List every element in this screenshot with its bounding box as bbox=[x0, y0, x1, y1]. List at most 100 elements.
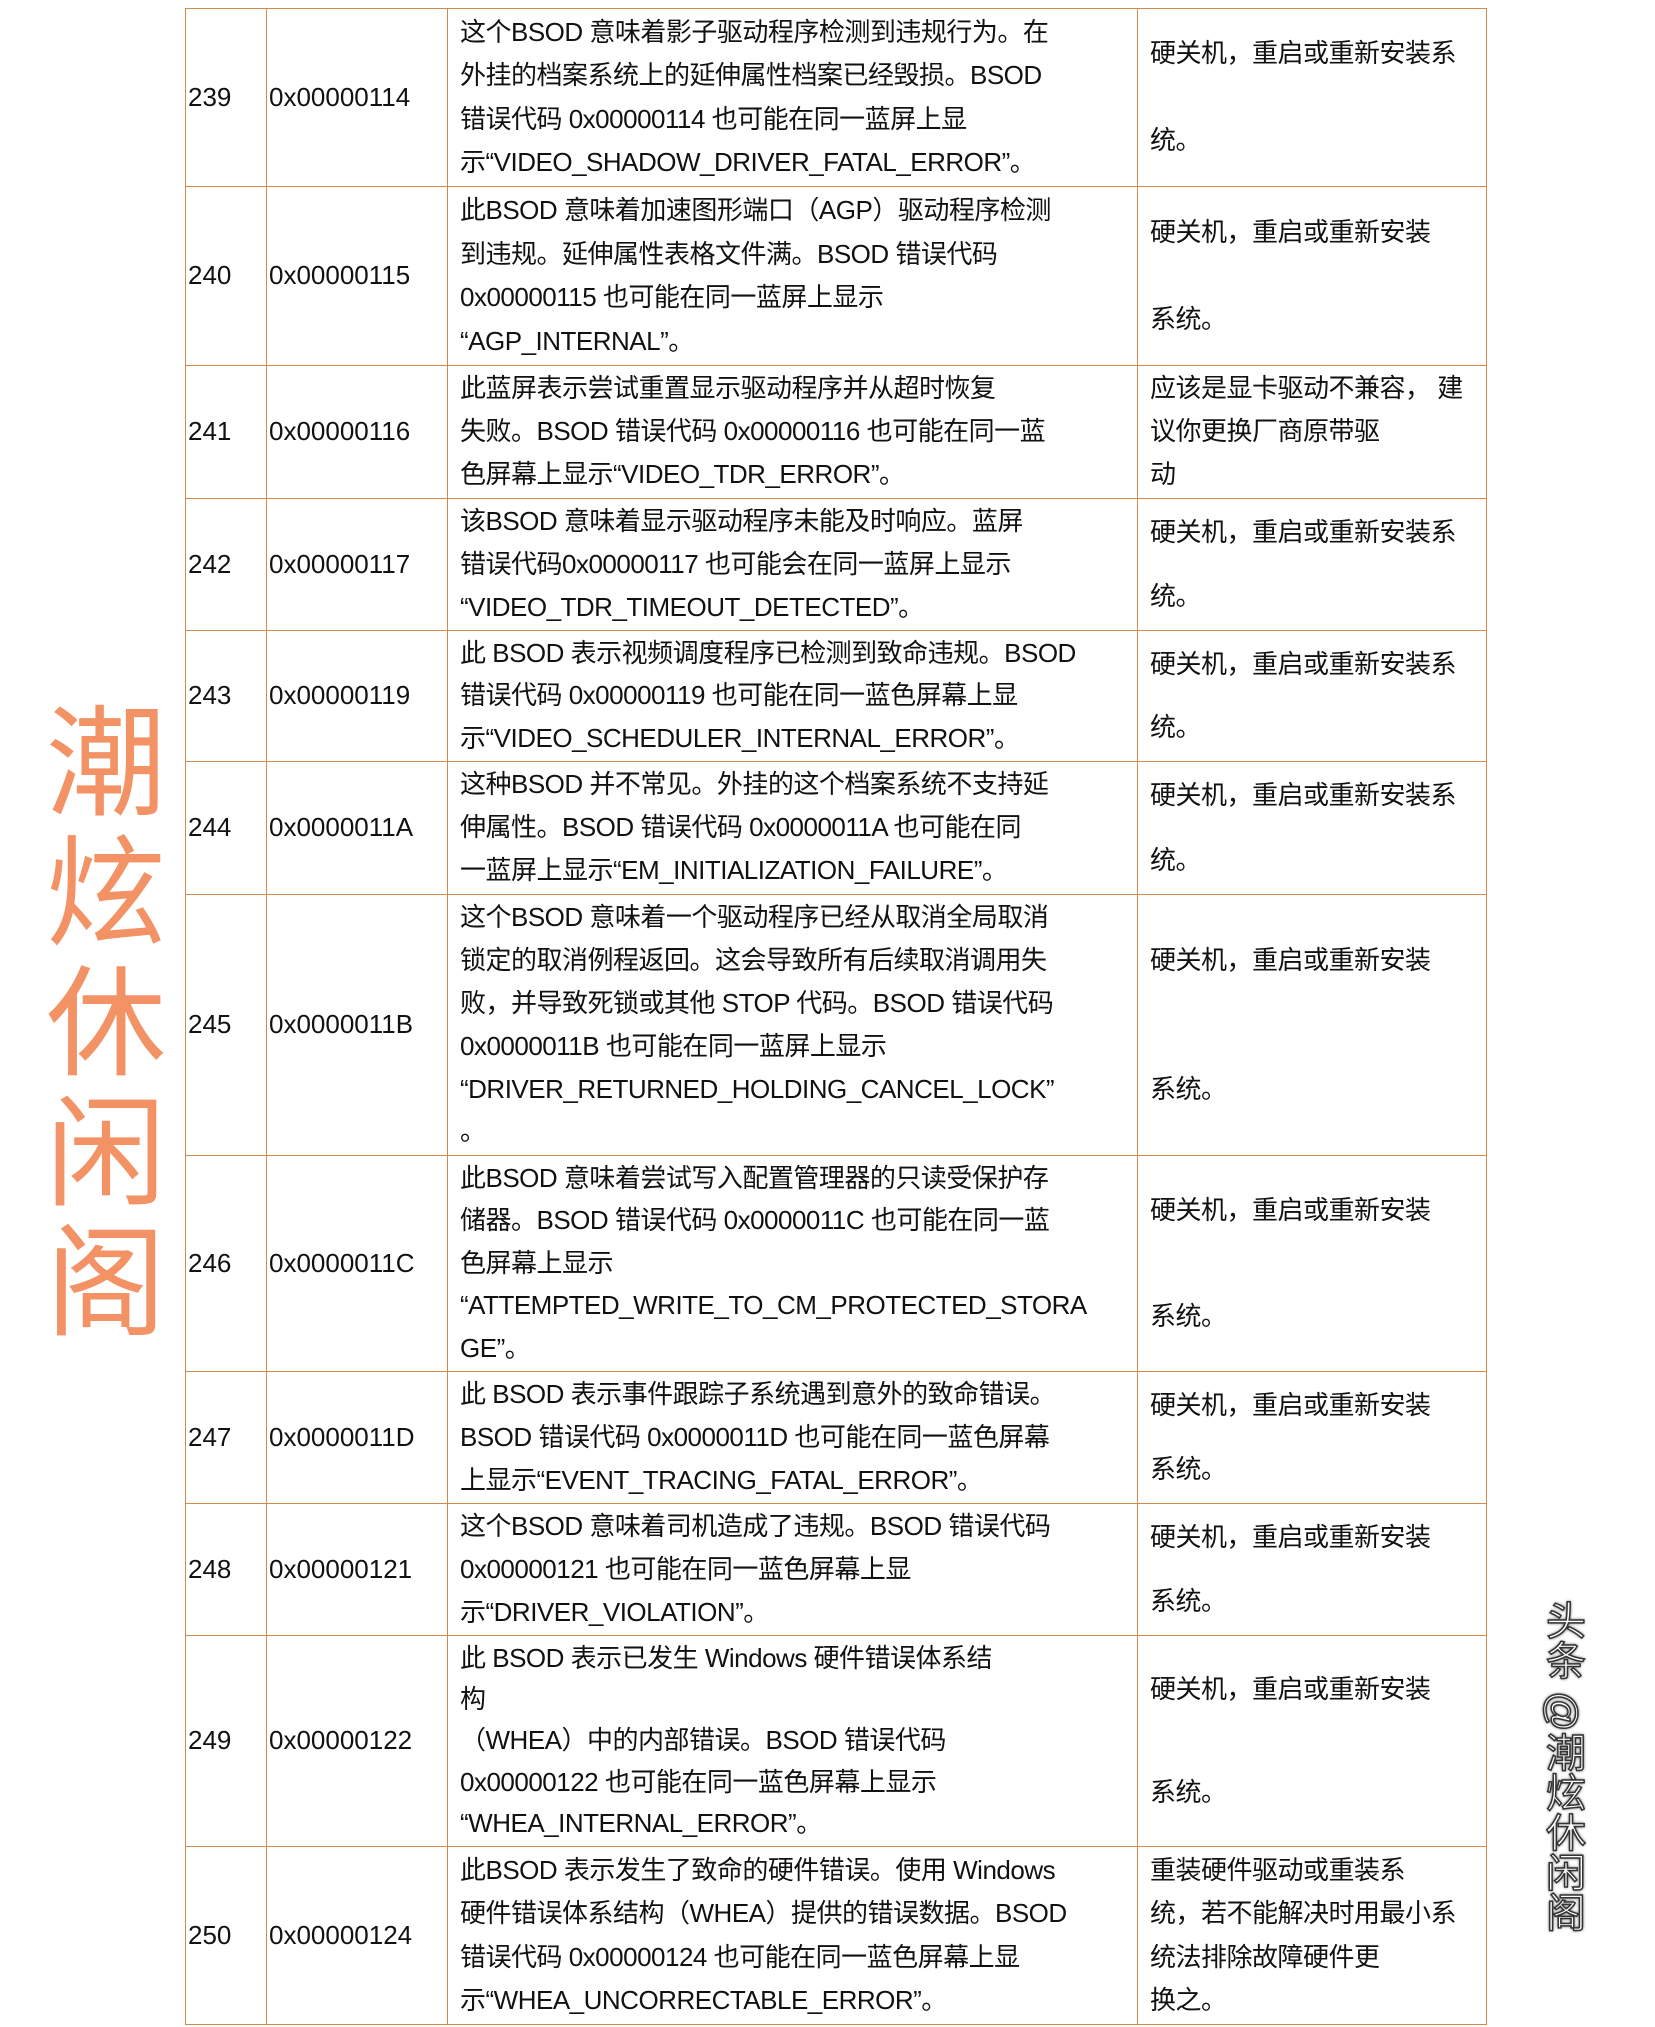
error-code: 0x00000117 bbox=[266, 498, 448, 631]
description-cell: 这个BSOD 意味着影子驱动程序检测到违规行为。在 外挂的档案系统上的延伸属性档案… bbox=[447, 8, 1138, 187]
description-cell: 该BSOD 意味着显示驱动程序未能及时响应。蓝屏 错误代码0x00000117 也… bbox=[447, 498, 1138, 631]
solution-line: 硬关机，重启或重新安装系 bbox=[1150, 38, 1457, 69]
description-cell: 此 BSOD 表示事件跟踪子系统遇到意外的致命错误。 BSOD 错误代码 0x00… bbox=[447, 1371, 1138, 1504]
row-number: 248 bbox=[185, 1503, 267, 1636]
row-number: 247 bbox=[185, 1371, 267, 1504]
error-code: 0x00000124 bbox=[266, 1846, 448, 2025]
solution-line: 应该是显卡驱动不兼容， 建 bbox=[1150, 373, 1463, 404]
solution-cell: 应该是显卡驱动不兼容， 建议你更换厂商原带驱动 bbox=[1137, 365, 1487, 499]
table-row: 247 0x0000011D 此 BSOD 表示事件跟踪子系统遇到意外的致命错误。 B… bbox=[185, 1371, 1487, 1504]
description-cell: 此 BSOD 表示视频调度程序已检测到致命违规。BSOD 错误代码 0x00000… bbox=[447, 630, 1138, 762]
error-code: 0x0000011C bbox=[266, 1155, 448, 1372]
description-line: 此BSOD 意味着加速图形端口（AGP）驱动程序检测 bbox=[460, 194, 1051, 225]
error-code: 0x00000114 bbox=[266, 8, 448, 187]
table-row: 249 0x00000122 此 BSOD 表示已发生 Windows 硬件错误体系… bbox=[185, 1635, 1487, 1847]
row-number: 242 bbox=[185, 498, 267, 631]
row-number: 246 bbox=[185, 1155, 267, 1372]
solution-line: 硬关机，重启或重新安装 bbox=[1150, 1194, 1431, 1225]
description-cell: 这个BSOD 意味着司机造成了违规。BSOD 错误代码 0x00000121 也可… bbox=[447, 1503, 1138, 1636]
description-line: 示“VIDEO_SHADOW_DRIVER_FATAL_ERROR”。 bbox=[460, 147, 1036, 178]
description-line: （WHEA）中的内部错误。BSOD 错误代码 bbox=[460, 1725, 946, 1756]
description-line: 外挂的档案系统上的延伸属性档案已经毁损。BSOD bbox=[460, 60, 1042, 91]
description-line: 错误代码0x00000117 也可能会在同一蓝屏上显示 bbox=[460, 548, 1011, 579]
row-number: 240 bbox=[185, 186, 267, 366]
description-line: 0x00000115 也可能在同一蓝屏上显示 bbox=[460, 282, 884, 313]
solution-cell: 硬关机，重启或重新安装系统。 bbox=[1137, 630, 1487, 762]
watermark: 潮炫休闲阁 bbox=[25, 700, 164, 1350]
description-cell: 这个BSOD 意味着一个驱动程序已经从取消全局取消 锁定的取消例程返回。这会导致所… bbox=[447, 894, 1138, 1156]
error-code: 0x0000011B bbox=[266, 894, 448, 1156]
description-line: 此BSOD 表示发生了致命的硬件错误。使用 Windows bbox=[460, 1854, 1056, 1885]
description-line: 此蓝屏表示尝试重置显示驱动程序并从超时恢复 bbox=[460, 373, 996, 404]
description-line: 储器。BSOD 错误代码 0x0000011C 也可能在同一蓝 bbox=[460, 1205, 1050, 1236]
table-row: 239 0x00000114 这个BSOD 意味着影子驱动程序检测到违规行为。在 外挂… bbox=[185, 8, 1487, 187]
error-code: 0x00000121 bbox=[266, 1503, 448, 1636]
solution-line: 统。 bbox=[1150, 844, 1202, 875]
table-row: 240 0x00000115 此BSOD 意味着加速图形端口（AGP）驱动程序检测到… bbox=[185, 186, 1487, 366]
solution-line: 系统。 bbox=[1150, 1777, 1227, 1808]
description-line: 示“VIDEO_SCHEDULER_INTERNAL_ERROR”。 bbox=[460, 722, 1020, 753]
error-code: 0x00000119 bbox=[266, 630, 448, 762]
row-number: 239 bbox=[185, 8, 267, 187]
description-line: 。 bbox=[460, 1116, 486, 1147]
solution-cell: 硬关机，重启或重新安装系统。 bbox=[1137, 8, 1487, 187]
solution-line: 系统。 bbox=[1150, 1300, 1227, 1331]
description-line: 色屏幕上显示 bbox=[460, 1247, 614, 1278]
solution-line: 统法排除故障硬件更 bbox=[1150, 1941, 1380, 1972]
description-line: 失败。BSOD 错误代码 0x00000116 也可能在同一蓝 bbox=[460, 416, 1046, 447]
solution-line: 系统。 bbox=[1150, 1073, 1227, 1104]
description-line: 色屏幕上显示“VIDEO_TDR_ERROR”。 bbox=[460, 459, 905, 490]
error-code: 0x00000116 bbox=[266, 365, 448, 499]
row-number: 241 bbox=[185, 365, 267, 499]
solution-line: 硬关机，重启或重新安装 bbox=[1150, 1521, 1431, 1552]
description-line: 这个BSOD 意味着一个驱动程序已经从取消全局取消 bbox=[460, 902, 1049, 933]
description-line: “DRIVER_RETURNED_HOLDING_CANCEL_LOCK” bbox=[460, 1073, 1055, 1104]
description-line: 此 BSOD 表示事件跟踪子系统遇到意外的致命错误。 bbox=[460, 1379, 1056, 1410]
description-line: 错误代码 0x00000119 也可能在同一蓝色屏幕上显 bbox=[460, 680, 1018, 711]
solution-cell: 硬关机，重启或重新安装系统。 bbox=[1137, 1635, 1487, 1847]
description-cell: 此BSOD 意味着尝试写入配置管理器的只读受保护存 储器。BSOD 错误代码 0x… bbox=[447, 1155, 1138, 1372]
description-line: 锁定的取消例程返回。这会导致所有后续取消调用失 bbox=[460, 945, 1047, 976]
description-line: 0x00000121 也可能在同一蓝色屏幕上显 bbox=[460, 1553, 911, 1584]
description-line: 错误代码 0x00000124 也可能在同一蓝色屏幕上显 bbox=[460, 1941, 1020, 1972]
description-line: “AGP_INTERNAL”。 bbox=[460, 326, 694, 357]
solution-line: 统。 bbox=[1150, 712, 1202, 743]
table-row: 243 0x00000119 此 BSOD 表示视频调度程序已检测到致命违规。BSO… bbox=[185, 630, 1487, 762]
brand-watermark: 头条 @潮炫休闲阁 bbox=[1539, 1599, 1585, 1932]
table-row: 244 0x0000011A 这种BSOD 并不常见。外挂的这个档案系统不支持延 伸属… bbox=[185, 761, 1487, 895]
solution-line: 硬关机，重启或重新安装 bbox=[1150, 1389, 1431, 1420]
solution-line: 重装硬件驱动或重装系 bbox=[1150, 1854, 1406, 1885]
row-number: 244 bbox=[185, 761, 267, 895]
solution-cell: 硬关机，重启或重新安装系统。 bbox=[1137, 186, 1487, 366]
solution-cell: 硬关机，重启或重新安装系统。 bbox=[1137, 1503, 1487, 1636]
description-line: 示“WHEA_UNCORRECTABLE_ERROR”。 bbox=[460, 1985, 947, 2016]
solution-line: 硬关机，重启或重新安装系 bbox=[1150, 516, 1457, 547]
description-cell: 此BSOD 表示发生了致命的硬件错误。使用 Windows 硬件错误体系结构（WH… bbox=[447, 1846, 1138, 2025]
description-line: 0x00000122 也可能在同一蓝色屏幕上显示 bbox=[460, 1766, 937, 1797]
row-number: 249 bbox=[185, 1635, 267, 1847]
description-line: 此 BSOD 表示已发生 Windows 硬件错误体系结 bbox=[460, 1642, 993, 1673]
description-line: 这个BSOD 意味着影子驱动程序检测到违规行为。在 bbox=[460, 16, 1049, 47]
description-cell: 此BSOD 意味着加速图形端口（AGP）驱动程序检测 到违规。延伸属性表格文件满。… bbox=[447, 186, 1138, 366]
solution-cell: 硬关机，重启或重新安装系统。 bbox=[1137, 498, 1487, 631]
solution-line: 议你更换厂商原带驱 bbox=[1150, 416, 1380, 447]
description-cell: 这种BSOD 并不常见。外挂的这个档案系统不支持延 伸属性。BSOD 错误代码 0… bbox=[447, 761, 1138, 895]
table-row: 246 0x0000011C 此BSOD 意味着尝试写入配置管理器的只读受保护存 储器… bbox=[185, 1155, 1487, 1372]
row-number: 243 bbox=[185, 630, 267, 762]
solution-line: 硬关机，重启或重新安装 bbox=[1150, 1673, 1431, 1704]
error-code: 0x0000011D bbox=[266, 1371, 448, 1504]
solution-line: 硬关机，重启或重新安装 bbox=[1150, 216, 1431, 247]
error-code: 0x00000115 bbox=[266, 186, 448, 366]
description-line: 该BSOD 意味着显示驱动程序未能及时响应。蓝屏 bbox=[460, 506, 1023, 537]
description-line: 上显示“EVENT_TRACING_FATAL_ERROR”。 bbox=[460, 1464, 983, 1495]
error-code: 0x0000011A bbox=[266, 761, 448, 895]
description-line: 败，并导致死锁或其他 STOP 代码。BSOD 错误代码 bbox=[460, 987, 1054, 1018]
description-line: 到违规。延伸属性表格文件满。BSOD 错误代码 bbox=[460, 238, 998, 269]
description-line: 这个BSOD 意味着司机造成了违规。BSOD 错误代码 bbox=[460, 1511, 1051, 1542]
row-number: 245 bbox=[185, 894, 267, 1156]
description-line: “ATTEMPTED_WRITE_TO_CM_PROTECTED_STORA bbox=[460, 1290, 1087, 1321]
bsod-table: 239 0x00000114 这个BSOD 意味着影子驱动程序检测到违规行为。在 外挂… bbox=[185, 8, 1487, 2025]
description-line: 伸属性。BSOD 错误代码 0x0000011A 也可能在同 bbox=[460, 812, 1022, 843]
error-code: 0x00000122 bbox=[266, 1635, 448, 1847]
table-row: 248 0x00000121 这个BSOD 意味着司机造成了违规。BSOD 错误代码… bbox=[185, 1503, 1487, 1636]
